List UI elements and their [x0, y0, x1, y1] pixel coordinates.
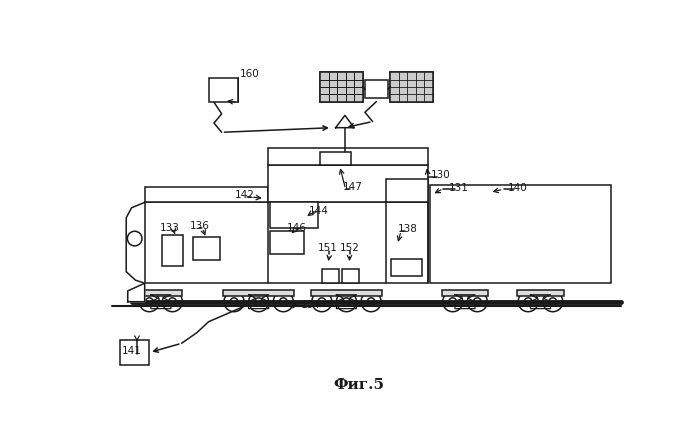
Bar: [270, 202, 318, 228]
Circle shape: [224, 292, 244, 312]
Text: 142: 142: [235, 190, 255, 200]
Circle shape: [518, 292, 538, 312]
Bar: [320, 72, 363, 102]
Circle shape: [542, 292, 563, 312]
Bar: [391, 72, 433, 102]
Text: 138: 138: [398, 224, 417, 234]
Circle shape: [255, 298, 262, 306]
Circle shape: [146, 298, 153, 306]
Text: Фиг.5: Фиг.5: [333, 378, 384, 392]
Text: 131: 131: [449, 183, 469, 193]
Circle shape: [279, 298, 287, 306]
Circle shape: [337, 292, 356, 312]
Bar: [270, 231, 304, 254]
Bar: [320, 151, 351, 165]
Circle shape: [361, 292, 381, 312]
Circle shape: [473, 298, 481, 306]
Bar: [430, 185, 610, 283]
Bar: [139, 290, 183, 296]
Circle shape: [549, 298, 557, 306]
Circle shape: [449, 298, 456, 306]
Bar: [268, 148, 428, 165]
Polygon shape: [127, 283, 145, 302]
Text: 144: 144: [309, 206, 328, 216]
Circle shape: [162, 292, 183, 312]
Circle shape: [342, 298, 350, 306]
Text: 146: 146: [287, 223, 307, 233]
Circle shape: [442, 292, 463, 312]
Bar: [311, 290, 382, 296]
Circle shape: [127, 231, 142, 246]
Text: 134: 134: [301, 300, 321, 310]
Bar: [365, 80, 388, 99]
Circle shape: [273, 292, 293, 312]
Bar: [391, 258, 422, 276]
Bar: [386, 179, 428, 202]
Circle shape: [312, 292, 332, 312]
Text: 147: 147: [343, 182, 363, 192]
Text: 151: 151: [318, 243, 338, 253]
Bar: [517, 290, 564, 296]
Text: 133: 133: [160, 223, 180, 233]
Bar: [120, 340, 149, 365]
Bar: [342, 269, 358, 283]
Text: 160: 160: [239, 69, 259, 79]
Text: 136: 136: [190, 221, 210, 231]
Bar: [223, 290, 294, 296]
Circle shape: [368, 298, 375, 306]
Bar: [391, 72, 433, 102]
Bar: [322, 269, 339, 283]
Bar: [145, 187, 268, 202]
Text: 152: 152: [340, 243, 359, 253]
Bar: [320, 72, 363, 102]
Circle shape: [139, 292, 160, 312]
Circle shape: [524, 298, 532, 306]
Bar: [193, 237, 220, 260]
Bar: [162, 235, 183, 266]
Circle shape: [468, 292, 487, 312]
Circle shape: [248, 292, 269, 312]
Bar: [268, 165, 428, 202]
Bar: [145, 202, 428, 283]
Circle shape: [169, 298, 176, 306]
Text: 130: 130: [431, 170, 451, 181]
Circle shape: [318, 298, 326, 306]
Bar: [209, 78, 238, 102]
Circle shape: [230, 298, 238, 306]
Text: 140: 140: [508, 183, 528, 193]
Text: 141: 141: [122, 346, 141, 356]
Bar: [442, 290, 488, 296]
